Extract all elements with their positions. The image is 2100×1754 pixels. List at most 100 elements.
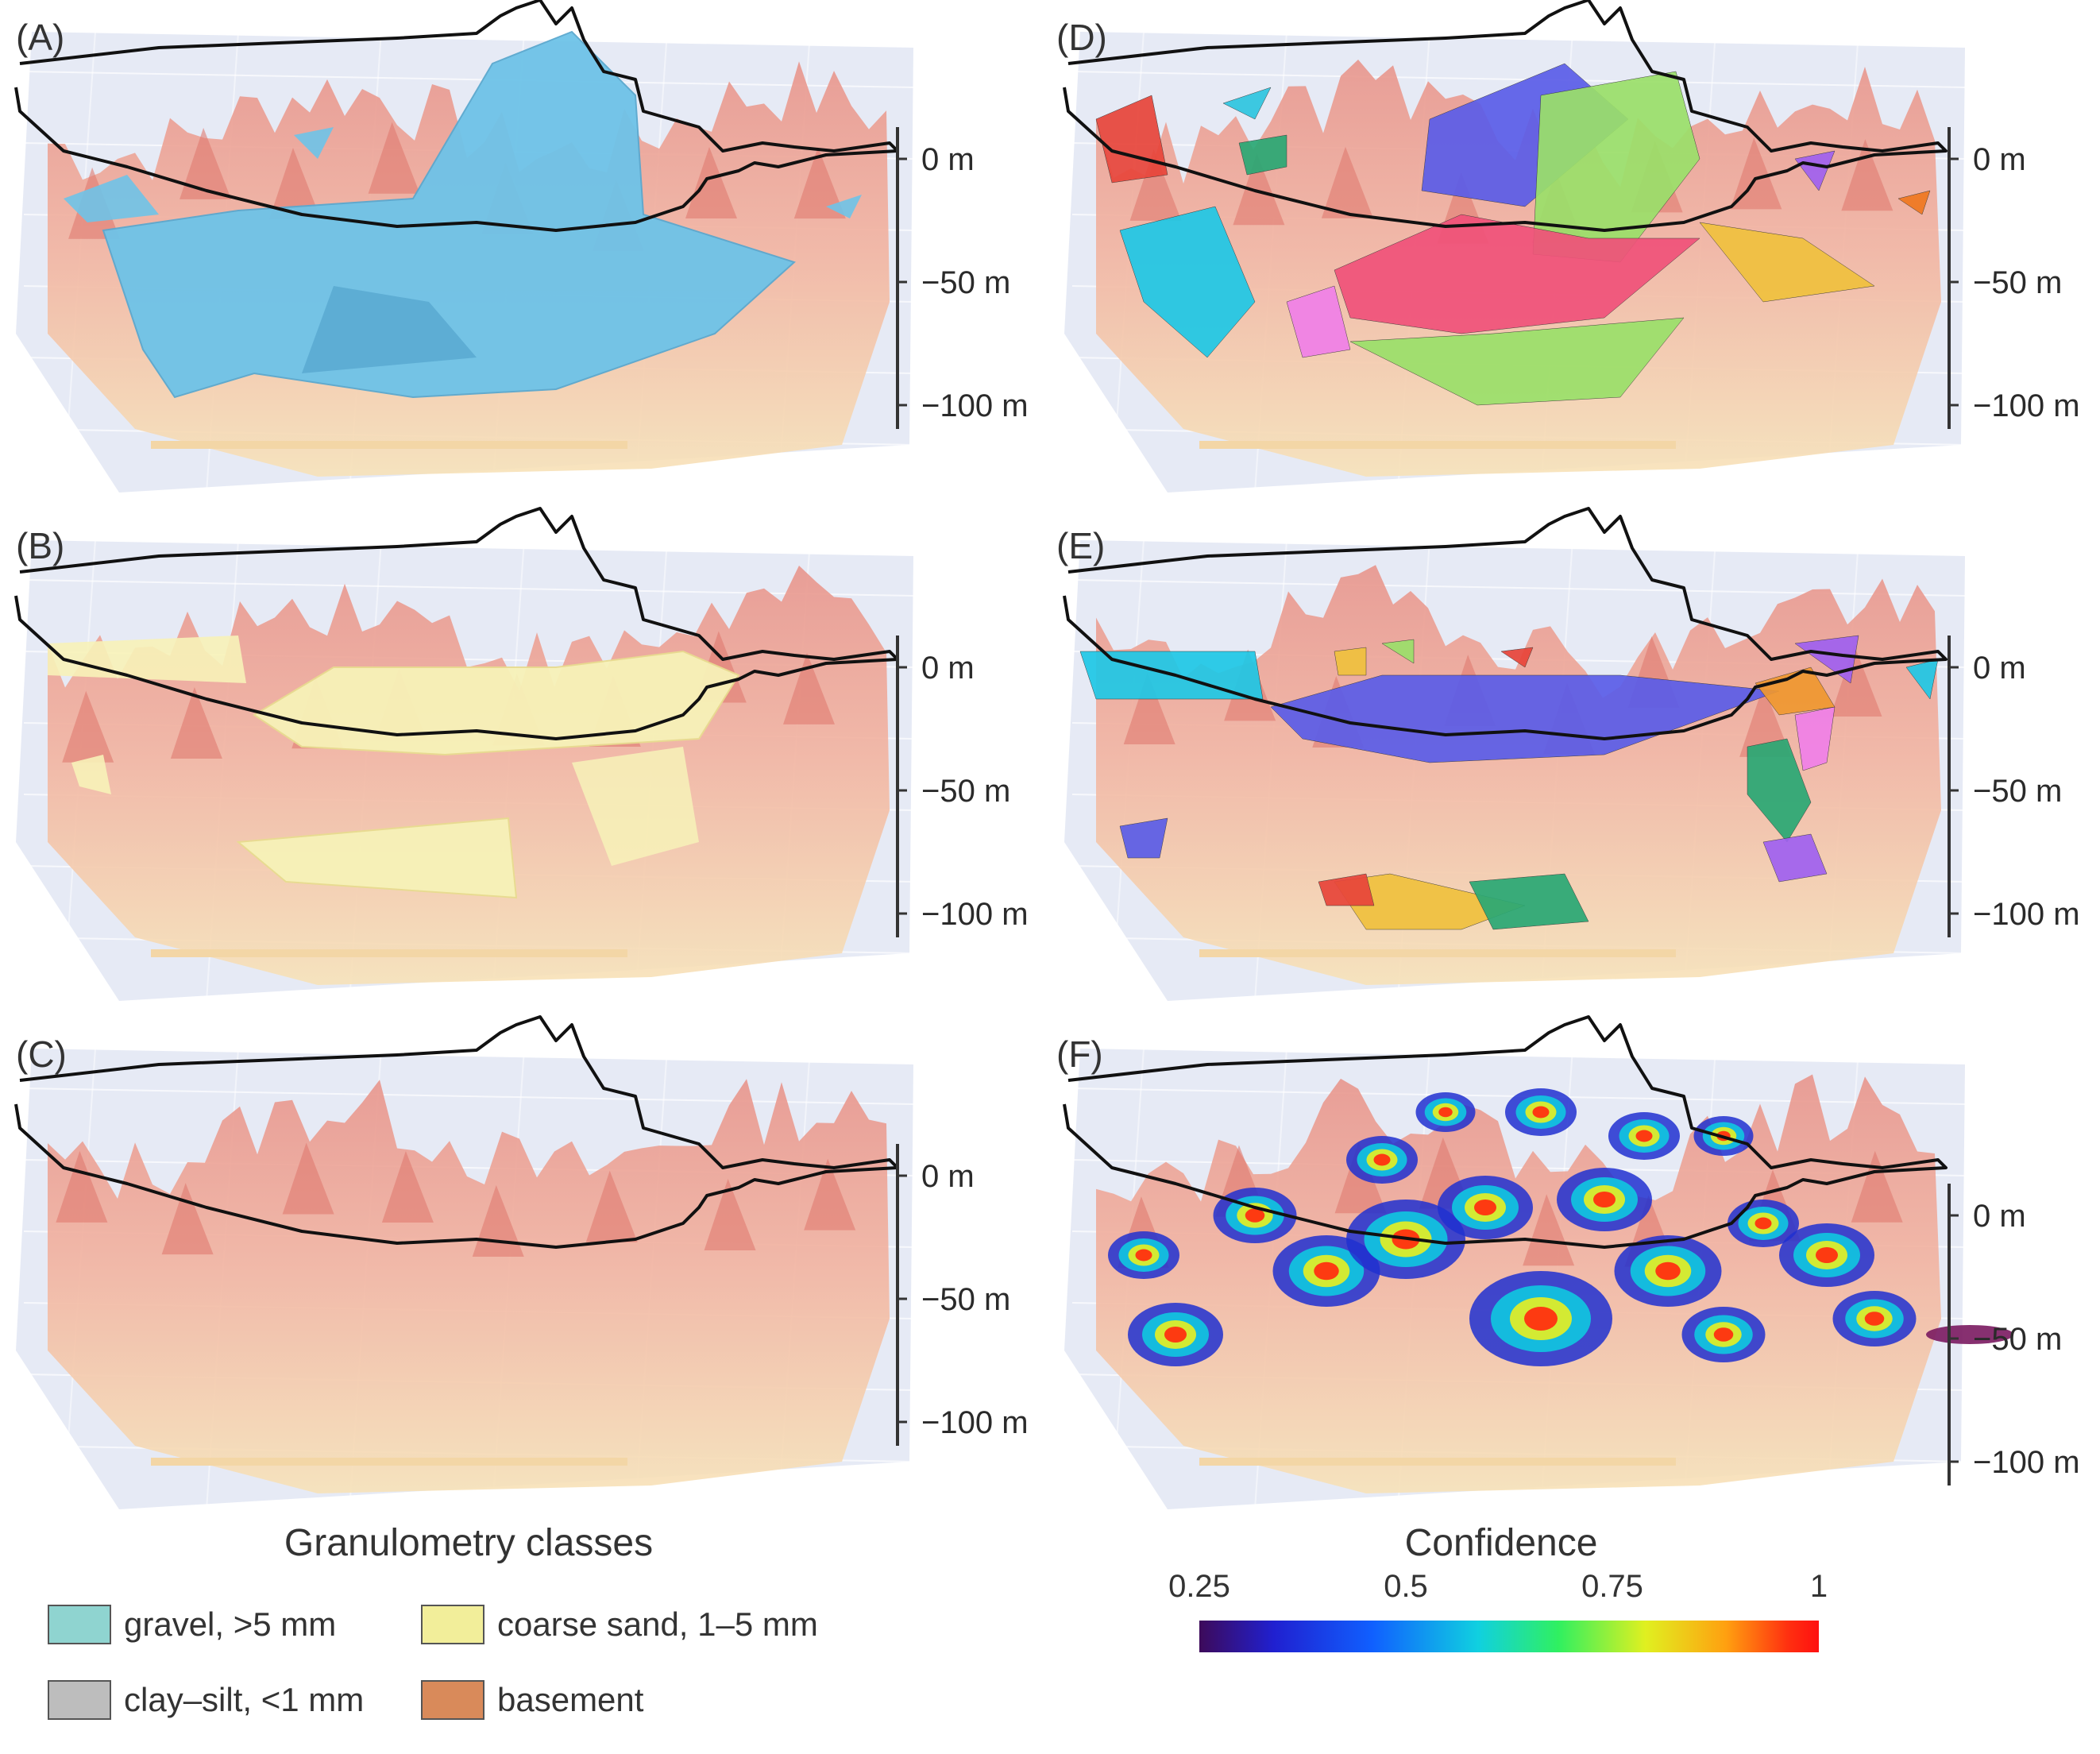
panel-c-label: (C) <box>16 1033 67 1075</box>
panel-2-terrain-peak-7 <box>804 1158 856 1231</box>
panel-2-terrain-surface <box>48 1079 890 1493</box>
panel-f-figure: 0 m −50 m −100 m <box>1063 1015 2080 1510</box>
panel-2-scale-tick-label-2: −100 m <box>921 1405 1029 1440</box>
panel-0-grid-h-0 <box>23 71 914 88</box>
legend-label-basement: basement <box>497 1681 644 1718</box>
panel-d: 0 m −50 m −100 m (D) <box>1048 0 2100 508</box>
colorbar-tick-3: 1 <box>1809 1569 1828 1604</box>
panel-f: 0 m −50 m −100 m (F) <box>1048 1015 2100 1525</box>
gravel-body-small-2 <box>294 127 334 159</box>
confidence-spot-7 <box>1557 1168 1652 1231</box>
panel-3-depth-scale: 0 m −50 m −100 m <box>1948 127 2080 429</box>
panel-5-coastline <box>1063 1015 1948 1249</box>
colorbar-gradient <box>1199 1621 1819 1652</box>
panel-3-scale-tick-label-1: −50 m <box>1973 265 2062 300</box>
confidence-spot-9 <box>1681 1307 1766 1362</box>
panel-4-terrain-surface <box>1096 565 1941 985</box>
cluster-body-2 <box>1747 738 1812 843</box>
panel-3-terrain-peak-6 <box>1730 137 1782 210</box>
panel-a-label: (A) <box>16 17 65 58</box>
panel-0-terrain-peak-3 <box>368 122 420 194</box>
cluster-body-3 <box>1119 206 1256 358</box>
cluster-body-9 <box>1286 285 1351 358</box>
panel-2-terrain-peak-5 <box>585 1170 638 1242</box>
gravel-body-main <box>102 30 796 399</box>
panel-0-terrain-peak-6 <box>685 147 737 219</box>
panel-0-terrain-peak-7 <box>793 147 846 219</box>
cluster-body-4 <box>1794 706 1836 771</box>
panel-2-terrain-peak-3 <box>381 1150 434 1223</box>
panel-b: 0 m −50 m −100 m (B) <box>0 507 1048 1017</box>
panel-e-figure: 0 m −50 m −100 m <box>1063 507 2080 1002</box>
panel-a-figure: 0 m −50 m −100 m <box>14 0 1029 493</box>
panel-3-terrain-peak-2 <box>1321 146 1373 218</box>
panel-4-terrain-peak-7 <box>1830 645 1882 717</box>
legend-swatch-gravel <box>48 1605 111 1644</box>
cluster-body-3 <box>1762 833 1828 883</box>
panel-2-terrain-peak-0 <box>56 1150 108 1223</box>
confidence-spot-17 <box>1832 1291 1917 1346</box>
panel-3-grid-h-0 <box>1071 71 1966 88</box>
legend-item-coarse-sand: coarse sand, 1–5 mm <box>421 1601 818 1648</box>
gravel-body-facet-1 <box>302 286 477 373</box>
confidence-spot-0 <box>1108 1231 1179 1279</box>
panel-5-scale-tick-label-0: 0 m <box>1973 1199 2026 1234</box>
panel-1-scale-tick-label-2: −100 m <box>921 897 1029 932</box>
cluster-body-6 <box>1755 666 1836 716</box>
sand-body-main <box>253 650 740 756</box>
sand-body-1 <box>48 636 246 683</box>
panel-3-coastline <box>1063 0 1948 232</box>
confidence-spot-1 <box>1128 1303 1223 1366</box>
confidence-spot-14 <box>1505 1088 1577 1136</box>
cluster-body-8 <box>1699 222 1875 303</box>
sand-body-small <box>71 755 111 794</box>
panel-0-depth-scale: 0 m −50 m −100 m <box>896 127 1029 429</box>
cluster-body-13 <box>1381 639 1415 664</box>
cluster-body-11 <box>1794 150 1836 191</box>
panel-2-grid-h-0 <box>23 1088 914 1105</box>
confidence-spot-11 <box>1779 1223 1874 1287</box>
panel-5-depth-scale: 0 m −50 m −100 m <box>1948 1184 2080 1485</box>
panel-5-scale-tick-label-1: −50 m <box>1973 1322 2062 1357</box>
panel-1-coastline <box>14 507 899 740</box>
confidence-spot-6 <box>1469 1271 1612 1366</box>
panel-5-terrain-peak-7 <box>1851 1150 1903 1223</box>
panel-4-depth-scale: 0 m −50 m −100 m <box>1948 636 2080 937</box>
legend-swatch-clay-silt <box>48 1680 111 1720</box>
panel-d-figure: 0 m −50 m −100 m <box>1063 0 2080 493</box>
panel-1-scale-tick-label-0: 0 m <box>921 651 975 686</box>
panel-4-terrain-peak-0 <box>1123 673 1175 745</box>
cluster-body-7 <box>1349 317 1685 406</box>
confidence-colorbar: Confidence 0.25 0.5 0.75 1 <box>1168 1521 2065 1752</box>
panel-f-label: (F) <box>1056 1033 1103 1075</box>
panel-a: 0 m −50 m −100 m (A) <box>0 0 1048 508</box>
panel-0-terrain-peak-2 <box>268 148 321 220</box>
cluster-body-1 <box>1270 674 1780 763</box>
panel-0-scale-tick-label-1: −50 m <box>921 265 1010 300</box>
confidence-spot-13 <box>1415 1092 1476 1132</box>
panel-5-bodies <box>1108 1088 2013 1366</box>
panel-1-bodies <box>48 636 740 899</box>
sand-body-bottom <box>236 817 518 899</box>
panel-4-bodies <box>1079 635 1939 930</box>
legend-label-clay-silt: clay–silt, <1 mm <box>124 1681 365 1718</box>
colorbar-tick-2: 0.75 <box>1581 1569 1643 1604</box>
cluster-body-10 <box>1469 873 1589 930</box>
legend-swatch-basement <box>421 1680 484 1720</box>
panel-4-terrain-peak-6 <box>1739 685 1792 757</box>
panel-1-terrain-peak-1 <box>170 687 222 759</box>
panel-d-label: (D) <box>1056 17 1107 58</box>
cluster-body-2 <box>1222 87 1272 120</box>
panel-3-terrain-peak-0 <box>1129 149 1182 221</box>
panel-1-depth-scale: 0 m −50 m −100 m <box>896 636 1029 937</box>
panel-c: 0 m −50 m −100 m (C) <box>0 1015 1048 1525</box>
legend-title: Granulometry classes <box>284 1522 654 1564</box>
panel-2-coastline <box>14 1015 899 1249</box>
confidence-spot-15 <box>1608 1112 1680 1160</box>
panel-2-terrain <box>48 1079 890 1493</box>
panel-2-terrain-peak-1 <box>161 1183 214 1255</box>
legend-swatch-coarse-sand <box>421 1605 484 1644</box>
legend-item-gravel: gravel, >5 mm <box>48 1601 336 1648</box>
panel-2-scale-tick-label-1: −50 m <box>921 1282 1010 1317</box>
granulometry-legend: Granulometry classes gravel, >5 mm coars… <box>32 1521 945 1752</box>
